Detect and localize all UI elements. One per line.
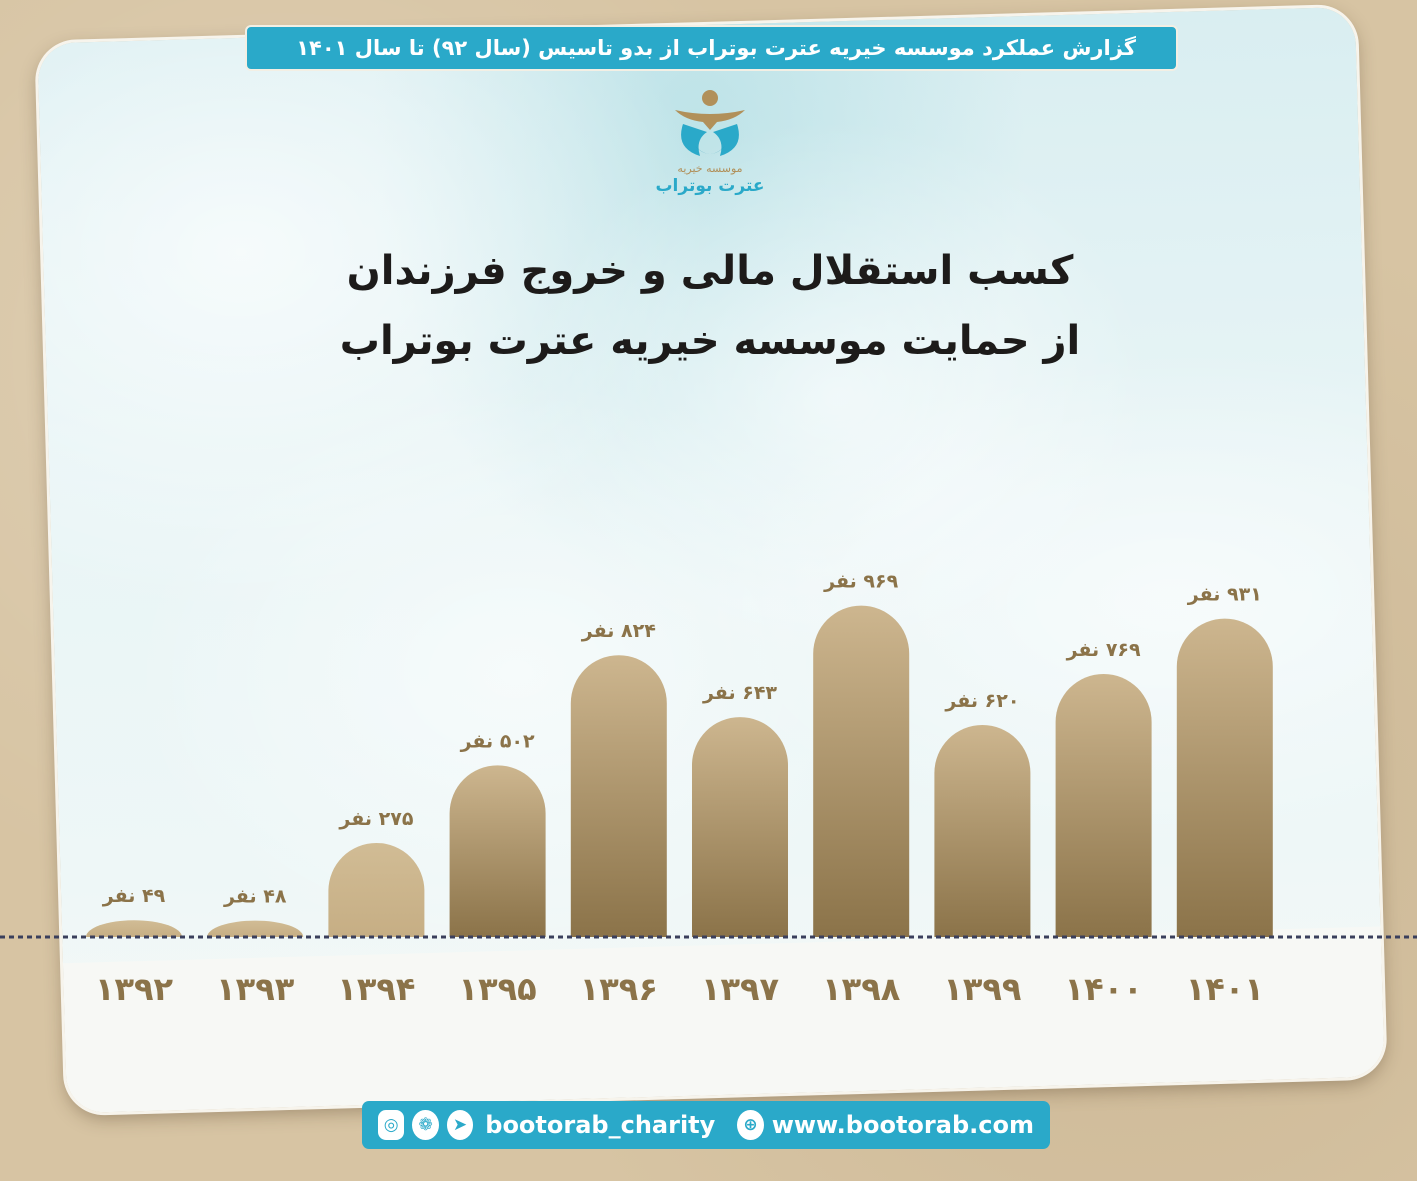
value-label-0: ۴۹ نفر xyxy=(102,885,166,907)
category-label-3: ۱۳۹۵ xyxy=(459,970,537,1008)
telegram-icon[interactable]: ➤ xyxy=(446,1110,474,1140)
bar-9 xyxy=(1176,618,1273,937)
banner-text: گزارش عملکرد موسسه خیریه عترت بوتراب از … xyxy=(296,36,1136,60)
bar-1 xyxy=(207,920,304,937)
aparat-icon[interactable]: ❁ xyxy=(412,1110,439,1140)
value-label-3: ۵۰۲ نفر xyxy=(460,730,535,752)
bar-4 xyxy=(570,655,667,937)
website-link[interactable]: www.bootorab.com xyxy=(771,1111,1034,1139)
value-label-5: ۶۴۳ نفر xyxy=(702,682,777,704)
category-label-6: ۱۳۹۸ xyxy=(822,970,901,1008)
social-handle[interactable]: bootorab_charity xyxy=(485,1111,716,1139)
bar-0 xyxy=(86,920,182,937)
chart-title-line-2: از حمایت موسسه خیریه عترت بوتراب xyxy=(339,318,1081,364)
category-label-0: ۱۳۹۲ xyxy=(95,970,174,1008)
bar-6 xyxy=(813,605,910,937)
logo-emblem-icon xyxy=(675,90,745,156)
value-label-6: ۹۶۹ نفر xyxy=(823,571,898,593)
bar-7 xyxy=(934,724,1031,937)
value-label-4: ۸۲۴ نفر xyxy=(581,620,656,642)
category-label-1: ۱۳۹۳ xyxy=(216,970,295,1008)
instagram-icon[interactable]: ◎ xyxy=(378,1110,405,1140)
chart-title-line-1: کسب استقلال مالی و خروج فرزندان xyxy=(346,248,1074,294)
value-label-2: ۲۷۵ نفر xyxy=(338,808,413,830)
category-label-5: ۱۳۹۷ xyxy=(701,970,780,1008)
logo-name: عترت بوتراب xyxy=(655,176,765,196)
footer-bar: ◎ ❁ ➤ bootorab_charity ⊕ www.bootorab.co… xyxy=(362,1101,1050,1149)
category-label-7: ۱۳۹۹ xyxy=(943,970,1021,1008)
bar-2 xyxy=(328,842,425,937)
bar-8 xyxy=(1055,674,1152,937)
logo-subtitle: موسسه خیریه xyxy=(677,162,743,175)
value-label-1: ۴۸ نفر xyxy=(223,886,287,908)
top-banner: گزارش عملکرد موسسه خیریه عترت بوتراب از … xyxy=(245,25,1178,71)
value-label-9: ۹۳۱ نفر xyxy=(1187,584,1262,606)
category-label-4: ۱۳۹۶ xyxy=(580,970,658,1008)
category-label-2: ۱۳۹۴ xyxy=(337,970,415,1008)
bar-5 xyxy=(692,717,788,937)
logo: موسسه خیریه عترت بوتراب xyxy=(655,88,765,213)
value-label-7: ۶۲۰ نفر xyxy=(944,690,1019,712)
category-label-9: ۱۴۰۱ xyxy=(1186,970,1264,1008)
bar-3 xyxy=(449,765,546,937)
value-label-8: ۷۶۹ نفر xyxy=(1066,639,1141,661)
category-label-8: ۱۴۰۰ xyxy=(1065,970,1143,1008)
globe-icon[interactable]: ⊕ xyxy=(737,1110,764,1140)
